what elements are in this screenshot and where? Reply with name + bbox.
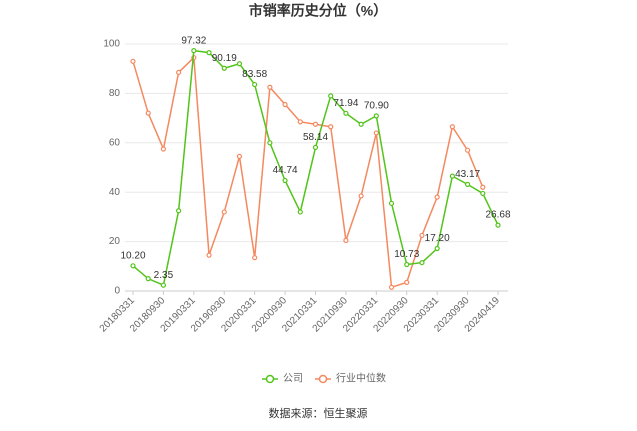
- data-label: 2.35: [154, 270, 174, 281]
- point: [176, 69, 182, 76]
- y-tick-label: 100: [103, 39, 120, 50]
- data-label: 58.14: [303, 132, 328, 143]
- point: [130, 58, 136, 64]
- series-line: [132, 55, 484, 289]
- point: [449, 173, 455, 179]
- y-tick-label: 60: [109, 137, 121, 148]
- data-label: 97.32: [181, 35, 206, 46]
- point: [236, 153, 243, 159]
- point: [373, 130, 379, 136]
- point: [267, 140, 273, 146]
- point: [464, 181, 471, 187]
- point: [449, 124, 455, 130]
- point: [358, 121, 364, 127]
- source: 数据来源：恒生聚源: [269, 406, 368, 420]
- point: [282, 177, 288, 184]
- point: [388, 200, 395, 206]
- point: [160, 282, 167, 288]
- point: [434, 194, 440, 200]
- data-label: 70.90: [364, 101, 389, 112]
- data-label: 83.58: [242, 69, 267, 80]
- y-tick-label: 40: [109, 187, 121, 198]
- point: [221, 209, 227, 215]
- data-label: 26.68: [485, 210, 510, 221]
- point: [419, 232, 425, 239]
- point: [145, 110, 151, 116]
- point: [221, 65, 227, 71]
- data-label: 71.94: [333, 98, 358, 109]
- legend-marker: [318, 374, 328, 384]
- point: [160, 146, 167, 152]
- legend-label: 行业中位数: [336, 372, 386, 385]
- point: [480, 190, 486, 197]
- point: [297, 209, 303, 215]
- point: [434, 245, 440, 252]
- point: [343, 110, 349, 116]
- point: [419, 259, 425, 266]
- point: [130, 263, 136, 269]
- legend-marker: [265, 374, 275, 384]
- point: [328, 93, 334, 99]
- point: [191, 48, 197, 54]
- chart-title: 市销率历史分位（%）: [249, 3, 387, 19]
- data-label: 10.73: [394, 249, 419, 260]
- point: [388, 284, 395, 290]
- point: [252, 81, 258, 88]
- data-label: 44.74: [273, 165, 298, 176]
- legend-item: 行业中位数: [315, 372, 386, 385]
- point: [312, 121, 319, 127]
- point: [206, 252, 212, 258]
- y-tick-label: 20: [109, 236, 121, 247]
- point: [495, 222, 501, 228]
- point: [297, 119, 303, 125]
- data-label: 90.19: [212, 53, 237, 64]
- point: [206, 50, 212, 56]
- point: [358, 193, 364, 199]
- point: [373, 113, 379, 119]
- point: [480, 184, 486, 190]
- y-tick-label: 80: [109, 88, 121, 99]
- data-label: 10.20: [120, 250, 145, 261]
- point: [404, 261, 410, 268]
- point: [282, 101, 288, 108]
- data-label: 17.20: [425, 233, 450, 244]
- legend-item: 公司: [262, 374, 303, 385]
- point: [328, 124, 334, 130]
- legend-label: 公司: [283, 374, 303, 385]
- y-tick-label: 0: [114, 286, 120, 297]
- point: [312, 144, 319, 150]
- point: [267, 84, 273, 90]
- point: [464, 147, 471, 153]
- point: [343, 237, 349, 243]
- point: [145, 276, 151, 282]
- data-label: 43.17: [455, 169, 480, 180]
- point: [176, 208, 182, 214]
- point: [236, 61, 243, 67]
- point: [252, 255, 258, 261]
- point: [404, 279, 410, 285]
